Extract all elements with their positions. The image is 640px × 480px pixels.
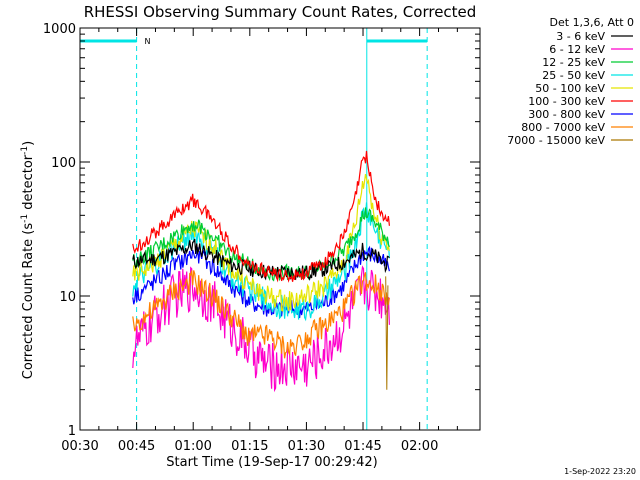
- x-tick-label-0: 00:30: [61, 439, 98, 454]
- series-6: [132, 245, 390, 318]
- x-axis-label: Start Time (19-Sep-17 00:29:42): [166, 455, 377, 470]
- x-tick-label-4: 01:30: [288, 439, 325, 454]
- series-line-2: [132, 207, 390, 282]
- y-tick-label-0: 1: [68, 424, 76, 439]
- legend-header: Det 1,3,6, Att 0: [550, 16, 634, 29]
- legend-label-4: 50 - 100 keV: [535, 82, 605, 95]
- legend-label-2: 12 - 25 keV: [542, 56, 605, 69]
- x-tick-label-6: 02:00: [401, 439, 438, 454]
- x-axis: 00:30 00:45 01:00 01:15 01:30 01:45 02:00: [61, 28, 458, 454]
- series-4: [132, 173, 390, 312]
- series-line-7: [132, 270, 390, 359]
- y-axis-label: Corrected Count Rate (s-1 detector-1): [20, 141, 36, 379]
- legend-label-0: 3 - 6 keV: [556, 30, 605, 43]
- legend-label-3: 25 - 50 keV: [542, 69, 605, 82]
- y-tick-label-1: 10: [59, 290, 76, 305]
- series-7: [132, 270, 390, 359]
- legend-label-8: 7000 - 15000 keV: [507, 134, 605, 147]
- legend-label-5: 100 - 300 keV: [528, 95, 605, 108]
- chart-title: RHESSI Observing Summary Count Rates, Co…: [84, 3, 477, 21]
- legend-label-1: 6 - 12 keV: [549, 43, 605, 56]
- x-tick-label-3: 01:15: [231, 439, 268, 454]
- series-2: [132, 207, 390, 282]
- series-line-6: [132, 245, 390, 318]
- y-tick-label-3: 1000: [43, 22, 76, 37]
- attenuator-marker-text: N: [144, 37, 150, 46]
- y-axis: 1 10 100 1000: [43, 22, 480, 439]
- plot-frame: [79, 27, 481, 431]
- x-tick-label-1: 00:45: [118, 439, 155, 454]
- series-8: [385, 276, 389, 390]
- series-line-4: [132, 173, 390, 312]
- series-line-0: [132, 238, 390, 281]
- x-tick-label-2: 01:00: [174, 439, 211, 454]
- footer-date: 1-Sep-2022 23:20: [564, 467, 636, 476]
- y-tick-label-2: 100: [51, 156, 76, 171]
- x-tick-label-5: 01:45: [344, 439, 381, 454]
- series-0: [132, 238, 390, 281]
- series-line-8: [385, 276, 389, 390]
- legend-label-6: 300 - 800 keV: [528, 108, 605, 121]
- series-5: [132, 150, 390, 283]
- series-line-5: [132, 150, 390, 283]
- legend-label-7: 800 - 7000 keV: [521, 121, 605, 134]
- plot-area: N: [79, 28, 428, 430]
